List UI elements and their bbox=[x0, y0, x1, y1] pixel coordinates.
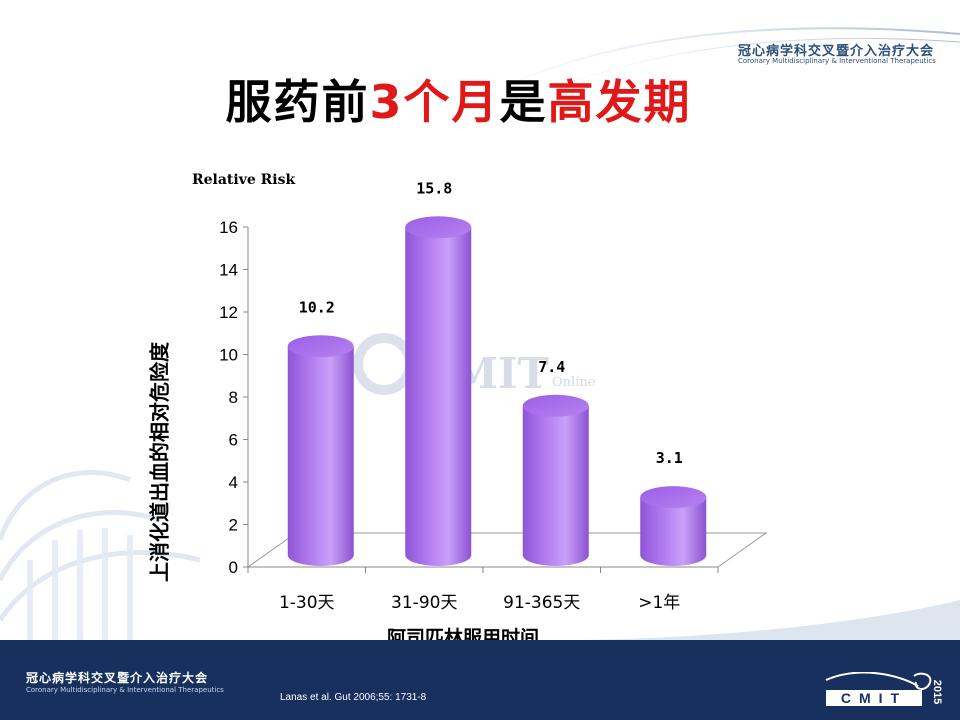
title-part-2: 3个月 bbox=[369, 75, 500, 129]
bar bbox=[287, 346, 354, 566]
watermark-subtext: Online bbox=[552, 375, 596, 390]
data-label: 7.4 bbox=[538, 358, 565, 376]
y-tick-label: 8 bbox=[229, 388, 238, 407]
title-part-4: 高发期 bbox=[547, 75, 692, 129]
watermark-globe bbox=[353, 333, 415, 395]
footer-org-name: 冠心病学科交叉暨介入治疗大会 bbox=[26, 671, 209, 685]
cmit-logo: CMIT 2015 bbox=[825, 672, 943, 706]
title-part-3: 是 bbox=[499, 75, 548, 129]
bar bbox=[640, 497, 707, 566]
header-org-name: 冠心病学科交叉暨介入治疗大会 bbox=[738, 44, 935, 59]
unit-label: Relative Risk bbox=[192, 172, 295, 188]
bar bbox=[405, 227, 472, 566]
y-tick-label: 14 bbox=[219, 261, 238, 280]
bar bbox=[522, 405, 589, 566]
x-tick-label: 91-365天 bbox=[503, 593, 580, 613]
cmit-logo-text: CMIT bbox=[841, 690, 907, 706]
cmit-logo-year: 2015 bbox=[931, 680, 943, 704]
footer-org-name-en: Coronary Multidisciplinary & Interventio… bbox=[26, 686, 224, 694]
footer-band bbox=[0, 640, 960, 720]
y-tick-label: 16 bbox=[219, 218, 238, 237]
data-label: 15.8 bbox=[416, 179, 452, 197]
x-tick-label: 1-30天 bbox=[279, 593, 335, 613]
data-label: 10.2 bbox=[299, 298, 335, 316]
header-org-name-en: Coronary Multidisciplinary & Interventio… bbox=[738, 57, 936, 65]
bar-cap bbox=[640, 486, 707, 509]
slide-title: 服药前3个月是高发期 bbox=[0, 66, 917, 132]
title-part-1: 服药前 bbox=[225, 75, 370, 129]
bar-cap bbox=[405, 216, 472, 239]
y-tick-label: 4 bbox=[229, 473, 238, 492]
y-tick-label: 0 bbox=[229, 558, 238, 577]
y-tick-label: 2 bbox=[229, 516, 238, 535]
y-tick-label: 12 bbox=[219, 303, 238, 322]
citation: Lanas et al. Gut 2006;55: 1731-8 bbox=[280, 692, 427, 703]
x-tick-label: 31-90天 bbox=[391, 593, 457, 613]
data-label: 3.1 bbox=[656, 449, 683, 467]
y-tick-label: 6 bbox=[229, 431, 238, 450]
bar-cap bbox=[287, 335, 354, 358]
y-tick-label: 10 bbox=[219, 346, 238, 365]
bar-cap bbox=[522, 394, 589, 417]
x-tick-label: >1年 bbox=[638, 593, 680, 613]
